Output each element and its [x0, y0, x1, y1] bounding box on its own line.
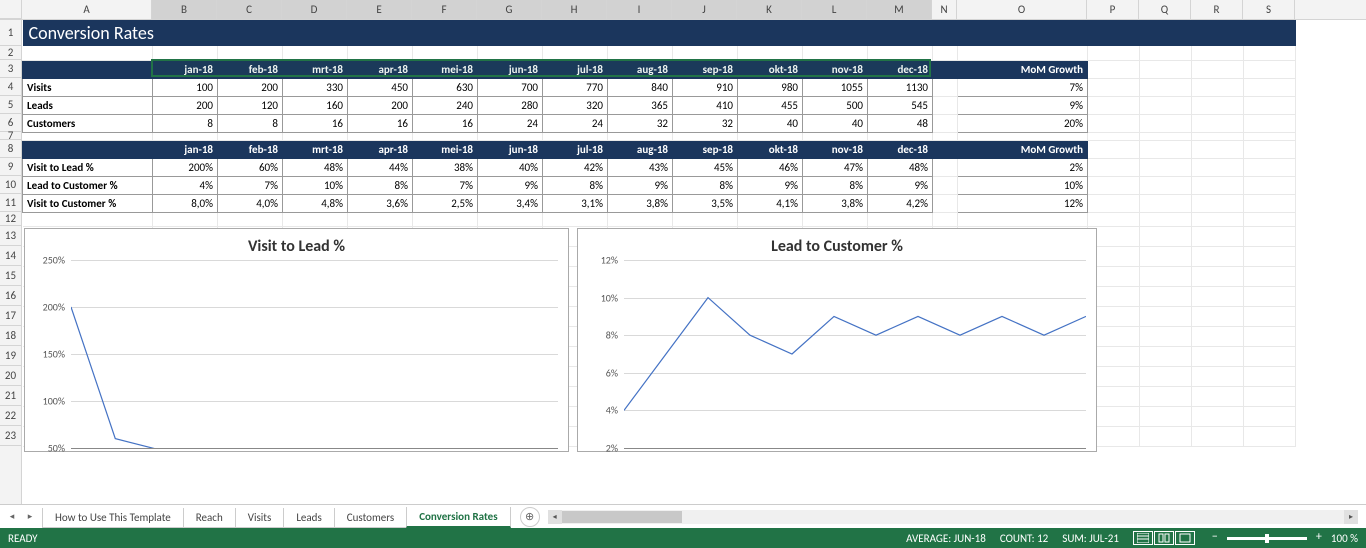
row-headers: 1234567891011121314151617181920212223	[0, 20, 22, 504]
y-tick: 4%	[606, 404, 618, 417]
y-tick: 50%	[48, 442, 65, 455]
col-header-F[interactable]: F	[412, 0, 477, 19]
row-header-14[interactable]: 14	[0, 246, 21, 266]
horizontal-scrollbar[interactable]: ◂ ▸	[548, 510, 1358, 524]
status-average: AVERAGE: JUN-18	[906, 532, 986, 545]
row-header-12[interactable]: 12	[0, 212, 21, 226]
sheet-tabs-bar: ◂ ▸ How to Use This TemplateReachVisitsL…	[0, 504, 1366, 528]
y-tick: 6%	[606, 366, 618, 379]
col-header-S[interactable]: S	[1243, 0, 1295, 19]
tab-nav-buttons: ◂ ▸	[0, 509, 42, 525]
col-header-R[interactable]: R	[1191, 0, 1243, 19]
col-header-Q[interactable]: Q	[1139, 0, 1191, 19]
col-header-I[interactable]: I	[607, 0, 672, 19]
row-header-20[interactable]: 20	[0, 366, 21, 386]
row-header-8[interactable]: 8	[0, 140, 21, 158]
row-header-23[interactable]: 23	[0, 426, 21, 446]
chart-title: Lead to Customer %	[578, 229, 1096, 260]
y-tick: 150%	[43, 348, 65, 361]
chart-lead-to-customer-[interactable]: Lead to Customer % 2% 4% 6% 8% 10% 12%	[577, 228, 1097, 452]
y-tick: 2%	[606, 442, 618, 455]
tab-nav-first[interactable]: ◂	[4, 509, 20, 525]
row-header-21[interactable]: 21	[0, 386, 21, 406]
tab-customers[interactable]: Customers	[334, 508, 407, 528]
row-header-10[interactable]: 10	[0, 176, 21, 194]
row-header-19[interactable]: 19	[0, 346, 21, 366]
hscroll-left[interactable]: ◂	[548, 510, 562, 524]
status-bar: READY AVERAGE: JUN-18 COUNT: 12 SUM: JUL…	[0, 528, 1366, 548]
col-header-E[interactable]: E	[347, 0, 412, 19]
col-header-B[interactable]: B	[152, 0, 217, 19]
cells-area[interactable]: Conversion Ratesjan-18feb-18mrt-18apr-18…	[22, 20, 1366, 504]
row-header-1[interactable]: 1	[0, 20, 21, 46]
status-count: COUNT: 12	[1000, 532, 1048, 545]
zoom-percent[interactable]: 100 %	[1331, 532, 1358, 545]
hscroll-thumb[interactable]	[562, 511, 682, 523]
spreadsheet-grid: ABCDEFGHIJKLMNOPQRS 12345678910111213141…	[0, 0, 1366, 504]
row-header-7[interactable]: 7	[0, 132, 21, 140]
select-all-corner[interactable]	[0, 0, 22, 19]
hscroll-right[interactable]: ▸	[1344, 510, 1358, 524]
view-normal[interactable]	[1133, 531, 1153, 545]
chart-title: Visit to Lead %	[25, 229, 568, 260]
zoom-out[interactable]: −	[1209, 532, 1221, 544]
col-header-O[interactable]: O	[957, 0, 1087, 19]
view-page-break[interactable]	[1175, 531, 1195, 545]
row-header-3[interactable]: 3	[0, 60, 21, 78]
y-tick: 10%	[601, 291, 618, 304]
status-ready: READY	[8, 532, 38, 545]
col-header-L[interactable]: L	[802, 0, 867, 19]
tabs-container: How to Use This TemplateReachVisitsLeads…	[42, 505, 510, 528]
row-header-9[interactable]: 9	[0, 158, 21, 176]
row-header-18[interactable]: 18	[0, 326, 21, 346]
row-header-22[interactable]: 22	[0, 406, 21, 426]
zoom-slider[interactable]	[1227, 537, 1307, 540]
row-header-15[interactable]: 15	[0, 266, 21, 286]
col-header-G[interactable]: G	[477, 0, 542, 19]
col-header-J[interactable]: J	[672, 0, 737, 19]
row-header-13[interactable]: 13	[0, 226, 21, 246]
tab-visits[interactable]: Visits	[235, 508, 285, 528]
col-header-H[interactable]: H	[542, 0, 607, 19]
y-tick: 250%	[43, 254, 65, 267]
row-header-11[interactable]: 11	[0, 194, 21, 212]
row-header-5[interactable]: 5	[0, 96, 21, 114]
view-page-layout[interactable]	[1154, 531, 1174, 545]
tab-reach[interactable]: Reach	[183, 508, 236, 528]
zoom-controls: − + 100 %	[1209, 532, 1358, 545]
col-header-D[interactable]: D	[282, 0, 347, 19]
tab-conversion-rates[interactable]: Conversion Rates	[406, 507, 510, 528]
col-header-C[interactable]: C	[217, 0, 282, 19]
y-tick: 200%	[43, 301, 65, 314]
column-headers: ABCDEFGHIJKLMNOPQRS	[0, 0, 1366, 20]
row-header-4[interactable]: 4	[0, 78, 21, 96]
y-tick: 8%	[606, 329, 618, 342]
zoom-in[interactable]: +	[1313, 532, 1325, 544]
status-sum: SUM: JUL-21	[1062, 532, 1119, 545]
tab-nav-prev[interactable]: ▸	[22, 509, 38, 525]
row-header-2[interactable]: 2	[0, 46, 21, 60]
y-tick: 12%	[601, 254, 618, 267]
row-header-16[interactable]: 16	[0, 286, 21, 306]
chart-visit-to-lead-[interactable]: Visit to Lead % 50% 100% 150% 200% 250%	[24, 228, 569, 452]
col-header-A[interactable]: A	[22, 0, 152, 19]
col-header-P[interactable]: P	[1087, 0, 1139, 19]
tab-leads[interactable]: Leads	[283, 508, 334, 528]
y-tick: 100%	[43, 395, 65, 408]
col-header-M[interactable]: M	[867, 0, 932, 19]
tab-how-to-use-this-template[interactable]: How to Use This Template	[42, 508, 184, 528]
row-header-17[interactable]: 17	[0, 306, 21, 326]
col-header-K[interactable]: K	[737, 0, 802, 19]
col-header-N[interactable]: N	[932, 0, 957, 19]
view-buttons	[1133, 531, 1195, 545]
add-sheet-button[interactable]: ⊕	[520, 507, 540, 527]
